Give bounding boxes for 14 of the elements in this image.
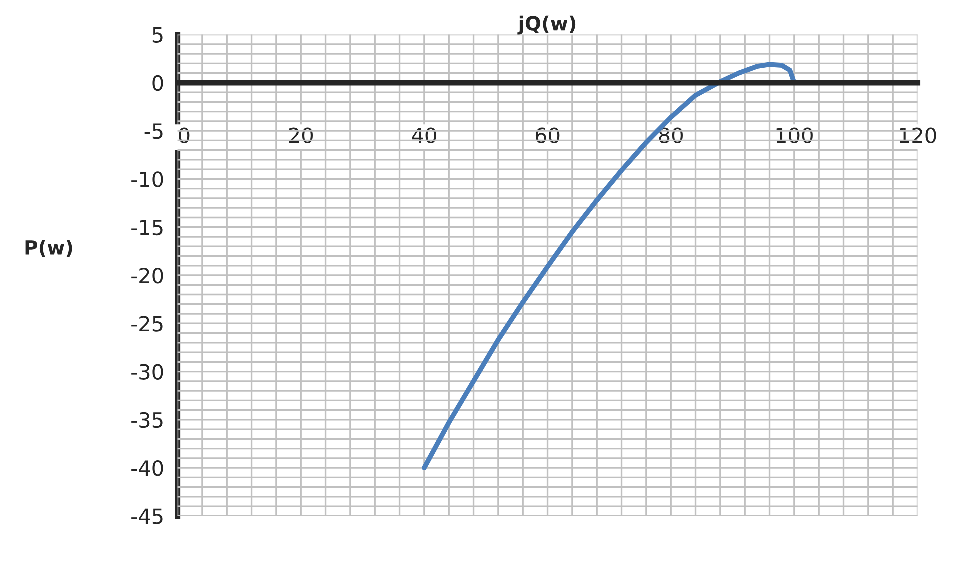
y-tick-label: -45	[132, 508, 163, 524]
x-axis-title: jQ(w)	[518, 16, 576, 35]
y-tick-label: -10	[132, 172, 164, 188]
y-tick-label: 0	[152, 75, 164, 92]
y-tick-label: -25	[132, 316, 163, 332]
x-tick-label: 120	[900, 128, 936, 144]
y-tick-label: -20	[132, 268, 164, 284]
y-tick-label: -5	[144, 124, 163, 140]
y-tick-label: -35	[132, 412, 163, 428]
y-tick-label: 5	[152, 28, 163, 44]
y-tick-label: -30	[132, 364, 164, 380]
y-tick-label: -15	[132, 220, 163, 236]
y-axis-title: P(w)	[26, 240, 72, 258]
y-tick-label: -40	[132, 460, 164, 476]
